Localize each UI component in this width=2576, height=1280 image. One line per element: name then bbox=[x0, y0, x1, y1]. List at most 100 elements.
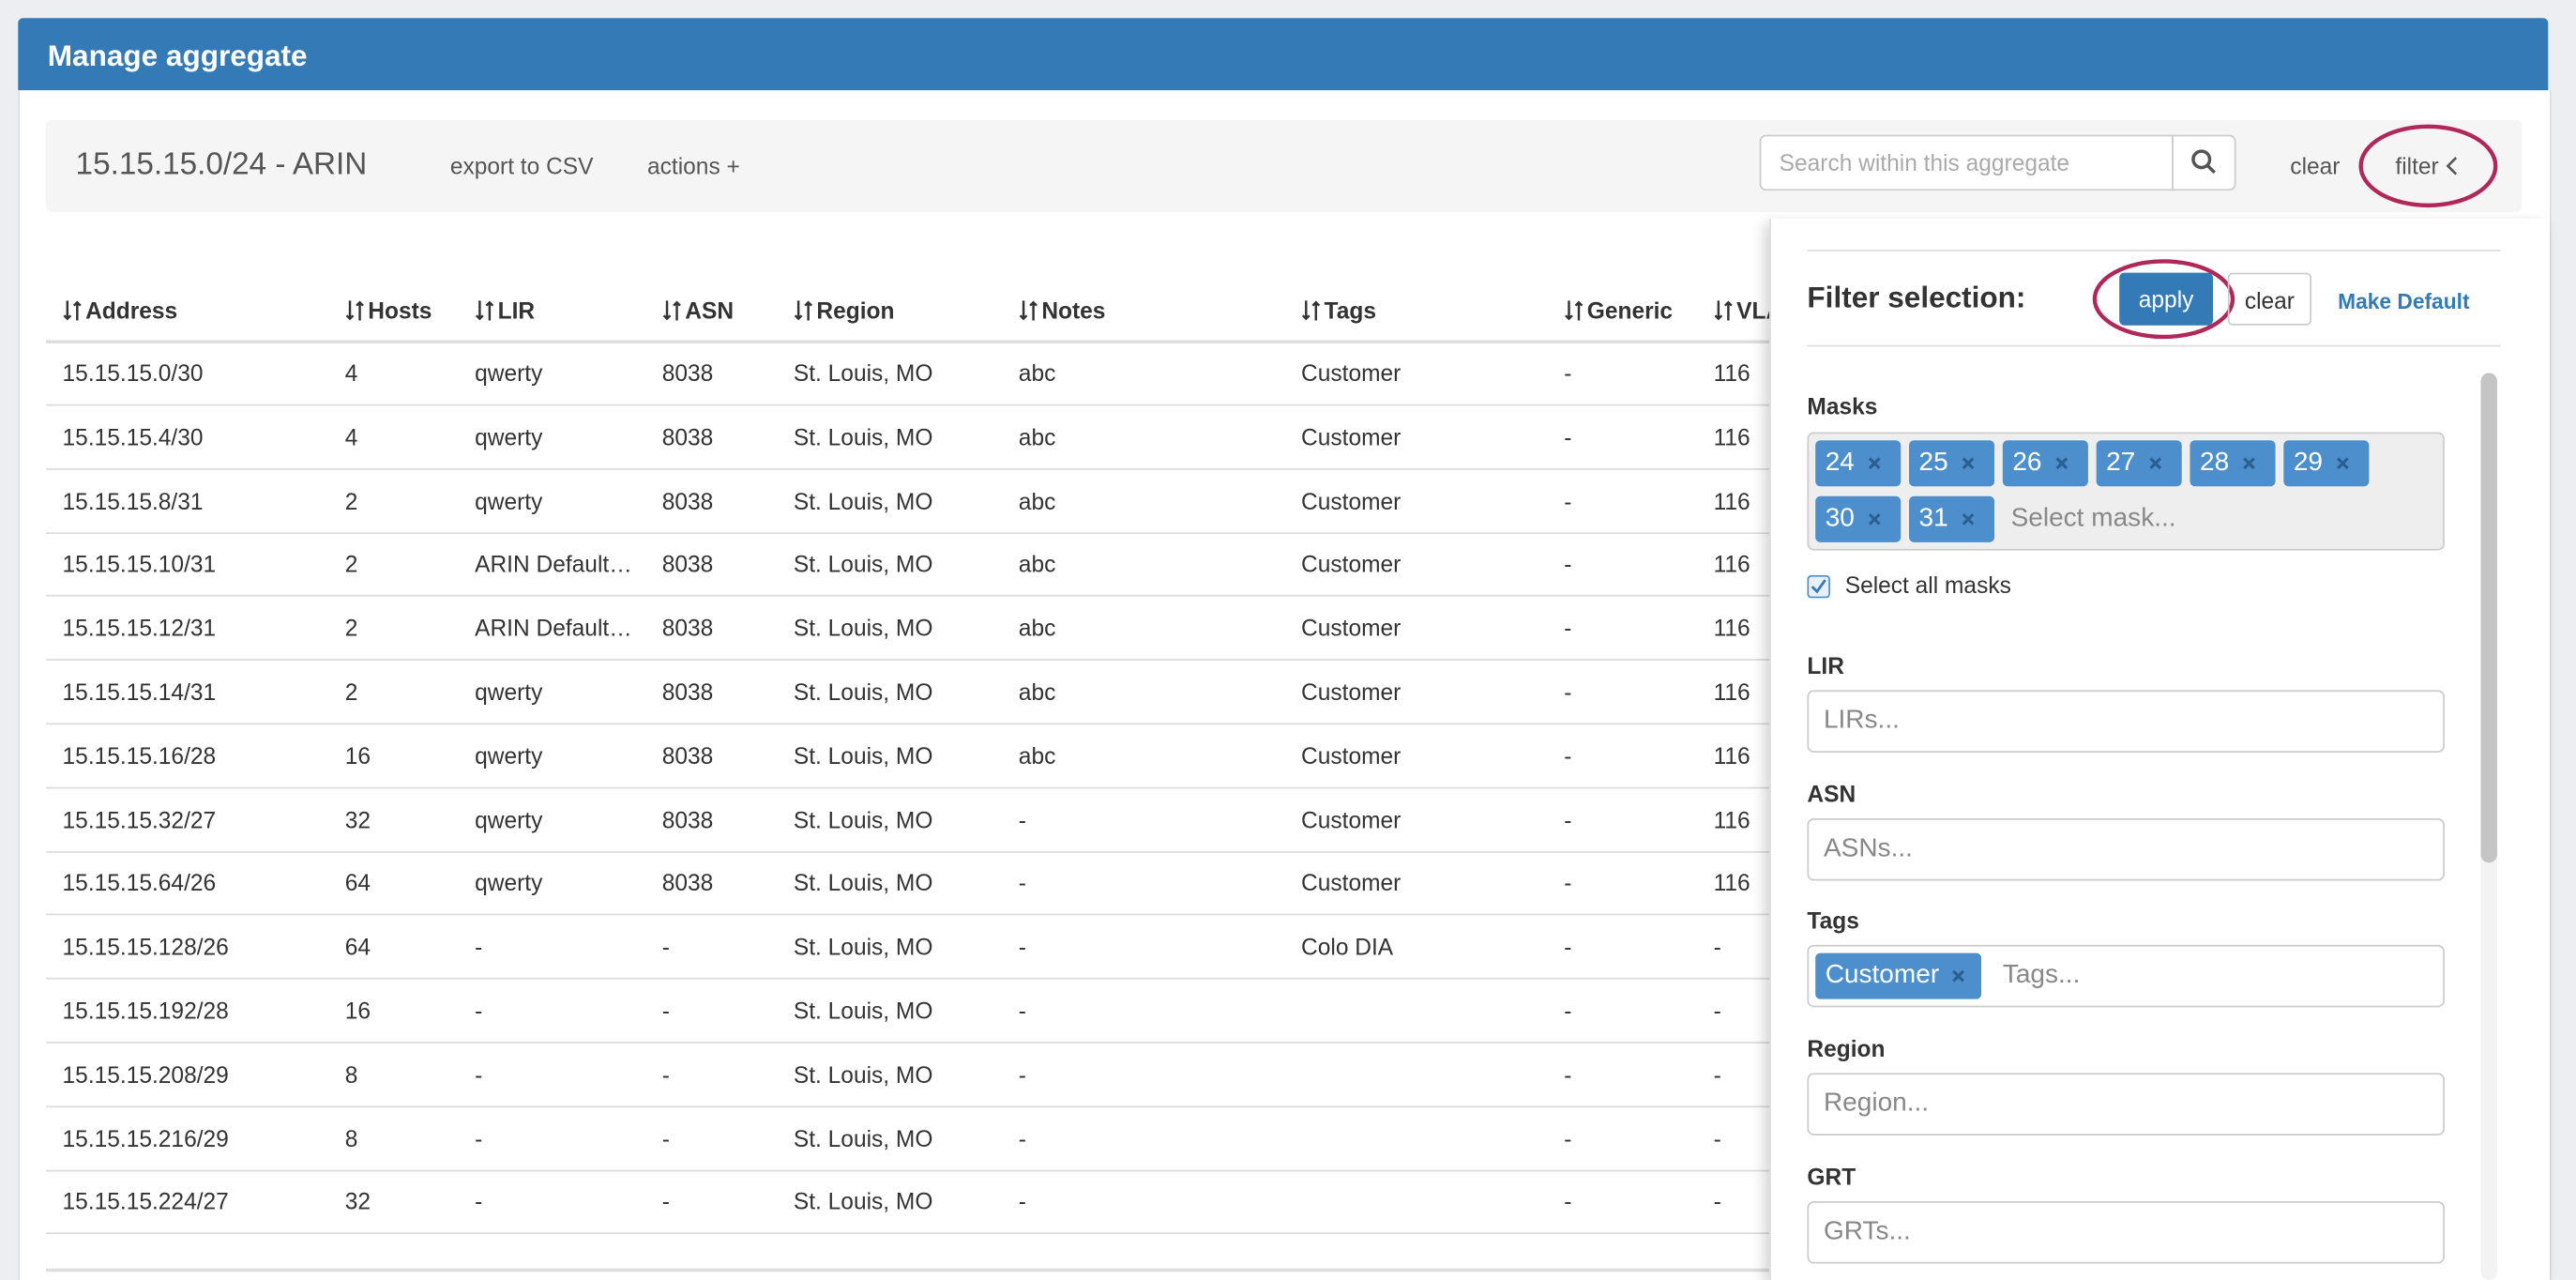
table-cell: St. Louis, MO bbox=[793, 1124, 933, 1151]
table-cell: 2 bbox=[344, 487, 358, 514]
chip-label: 28 bbox=[2199, 449, 2230, 477]
field-input[interactable] bbox=[1807, 1200, 2445, 1264]
clear-link[interactable]: clear bbox=[2290, 152, 2341, 179]
sort-icon[interactable] bbox=[63, 299, 83, 323]
table-cell: - bbox=[1713, 1124, 1721, 1151]
search-button[interactable] bbox=[2172, 134, 2236, 191]
table-cell: St. Louis, MO bbox=[793, 551, 933, 578]
chip-remove[interactable] bbox=[2055, 450, 2068, 475]
column-header[interactable]: Tags bbox=[1324, 297, 1376, 324]
table-cell: 15.15.15.224/27 bbox=[62, 1188, 229, 1215]
table-cell: 64 bbox=[344, 869, 371, 896]
chip-label: 31 bbox=[1918, 504, 1948, 533]
apply-button[interactable]: apply bbox=[2119, 272, 2214, 326]
table-cell: 15.15.15.128/26 bbox=[62, 933, 229, 960]
chip-label: 25 bbox=[1918, 449, 1948, 477]
column-header[interactable]: Notes bbox=[1041, 297, 1106, 324]
row-line bbox=[46, 595, 1788, 598]
scrollbar-thumb[interactable] bbox=[2480, 373, 2497, 863]
chip-label: 27 bbox=[2106, 449, 2136, 477]
chip: 24 bbox=[1815, 440, 1902, 487]
column-header[interactable]: Generic bbox=[1586, 297, 1674, 324]
chip-remove[interactable] bbox=[1952, 964, 1965, 988]
field-label: LIR bbox=[1807, 652, 1844, 679]
table-cell: 64 bbox=[344, 933, 371, 960]
chip-remove[interactable] bbox=[1868, 506, 1881, 530]
sort-icon[interactable] bbox=[1564, 299, 1583, 323]
sort-icon[interactable] bbox=[1301, 299, 1321, 323]
remove-icon bbox=[1962, 512, 1975, 526]
sort-icon[interactable] bbox=[345, 299, 365, 323]
remove-icon bbox=[1868, 512, 1881, 526]
chip-remove[interactable] bbox=[1962, 450, 1975, 475]
chip-label: 30 bbox=[1825, 504, 1855, 533]
sort-arrows bbox=[1714, 300, 1733, 321]
make-default-link[interactable]: Make Default bbox=[2338, 289, 2470, 314]
column-header[interactable]: Region bbox=[816, 297, 895, 324]
table-cell: qwerty bbox=[475, 359, 543, 387]
chip-remove[interactable] bbox=[2336, 450, 2349, 475]
table-cell: Customer bbox=[1301, 487, 1402, 514]
column-header[interactable]: Hosts bbox=[368, 297, 432, 324]
field-label: Masks bbox=[1807, 392, 1878, 419]
table-cell: 15.15.15.32/27 bbox=[62, 806, 217, 833]
table-cell: Customer bbox=[1301, 742, 1402, 770]
table-cell: - bbox=[661, 997, 670, 1024]
table-cell: - bbox=[661, 1188, 670, 1215]
sort-icon[interactable] bbox=[1019, 299, 1038, 323]
field-label: Tags bbox=[1807, 907, 1859, 935]
table-cell: 15.15.15.0/30 bbox=[62, 359, 204, 387]
row-line bbox=[46, 786, 1788, 789]
table-cell: 8 bbox=[344, 1060, 358, 1088]
checkbox-label: Select all masks bbox=[1844, 571, 2011, 599]
table-cell: - bbox=[1564, 678, 1572, 706]
row-line bbox=[46, 659, 1788, 662]
remove-icon bbox=[2148, 457, 2161, 470]
actions-link[interactable]: actions + bbox=[647, 152, 740, 179]
chip-remove[interactable] bbox=[1962, 506, 1975, 530]
table-cell: - bbox=[1564, 551, 1572, 578]
sort-icon[interactable] bbox=[794, 299, 813, 323]
table-cell: - bbox=[1018, 869, 1026, 896]
table-cell: - bbox=[1564, 742, 1572, 770]
field-input[interactable] bbox=[1807, 817, 2445, 880]
remove-icon bbox=[2242, 457, 2255, 470]
table-cell: 8038 bbox=[661, 423, 714, 450]
field-input[interactable] bbox=[1807, 1073, 2445, 1136]
sort-icon[interactable] bbox=[662, 299, 682, 323]
table-cell: 8038 bbox=[661, 487, 714, 514]
field-input[interactable] bbox=[1807, 690, 2445, 753]
table-cell: ARIN Default… bbox=[475, 615, 632, 642]
table-cell: 116 bbox=[1713, 869, 1750, 896]
chip: 29 bbox=[2283, 440, 2370, 487]
table-cell: 8038 bbox=[661, 359, 714, 387]
sort-icon[interactable] bbox=[1714, 299, 1734, 323]
column-header[interactable]: ASN bbox=[685, 297, 735, 324]
column-header[interactable]: LIR bbox=[497, 297, 536, 324]
table-cell: 116 bbox=[1713, 806, 1750, 833]
sort-icon[interactable] bbox=[475, 299, 494, 323]
table-cell: - bbox=[475, 1060, 483, 1088]
table-cell: St. Louis, MO bbox=[793, 678, 933, 706]
chip: 26 bbox=[2002, 440, 2088, 487]
chip: 27 bbox=[2096, 440, 2182, 487]
chip-label: 29 bbox=[2293, 449, 2323, 477]
search-placeholder: Search within this aggregate bbox=[1779, 149, 2070, 176]
table-cell: - bbox=[1018, 1124, 1026, 1151]
column-header[interactable]: Address bbox=[85, 297, 178, 324]
table-cell: Customer bbox=[1301, 423, 1402, 450]
filter-link[interactable]: filter bbox=[2395, 152, 2439, 179]
table-cell: 8038 bbox=[661, 551, 714, 578]
table-cell: 8038 bbox=[661, 678, 714, 706]
chip-remove[interactable] bbox=[2148, 450, 2161, 475]
chip-remove[interactable] bbox=[1868, 450, 1881, 475]
table-cell: 16 bbox=[344, 742, 371, 770]
table-cell: abc bbox=[1018, 678, 1056, 706]
field-placeholder: ASNs... bbox=[1823, 833, 1913, 862]
chip-remove[interactable] bbox=[2242, 450, 2255, 475]
row-line bbox=[46, 531, 1788, 534]
checkbox[interactable] bbox=[1807, 574, 1830, 599]
export-link[interactable]: export to CSV bbox=[449, 152, 594, 179]
clear-button[interactable]: clear bbox=[2227, 272, 2312, 326]
